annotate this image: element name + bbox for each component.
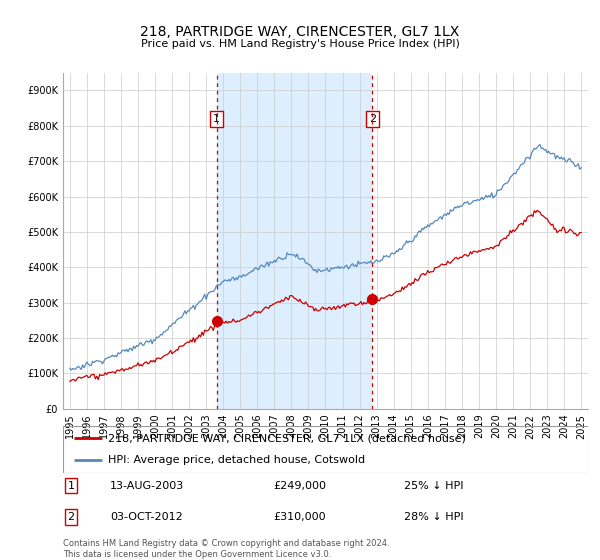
Text: Contains HM Land Registry data © Crown copyright and database right 2024.
This d: Contains HM Land Registry data © Crown c… <box>63 539 389 559</box>
Text: £249,000: £249,000 <box>273 480 326 491</box>
Text: 28% ↓ HPI: 28% ↓ HPI <box>404 512 464 522</box>
Text: 2: 2 <box>67 512 74 522</box>
Text: Price paid vs. HM Land Registry's House Price Index (HPI): Price paid vs. HM Land Registry's House … <box>140 39 460 49</box>
Text: 13-AUG-2003: 13-AUG-2003 <box>110 480 185 491</box>
Text: 1: 1 <box>213 114 220 124</box>
Text: 218, PARTRIDGE WAY, CIRENCESTER, GL7 1LX (detached house): 218, PARTRIDGE WAY, CIRENCESTER, GL7 1LX… <box>107 433 466 444</box>
Text: £310,000: £310,000 <box>273 512 326 522</box>
Text: HPI: Average price, detached house, Cotswold: HPI: Average price, detached house, Cots… <box>107 455 365 465</box>
Text: 2: 2 <box>369 114 376 124</box>
Text: 218, PARTRIDGE WAY, CIRENCESTER, GL7 1LX: 218, PARTRIDGE WAY, CIRENCESTER, GL7 1LX <box>140 25 460 39</box>
Bar <box>217 73 373 409</box>
Text: 03-OCT-2012: 03-OCT-2012 <box>110 512 183 522</box>
Text: 25% ↓ HPI: 25% ↓ HPI <box>404 480 464 491</box>
Text: 1: 1 <box>67 480 74 491</box>
